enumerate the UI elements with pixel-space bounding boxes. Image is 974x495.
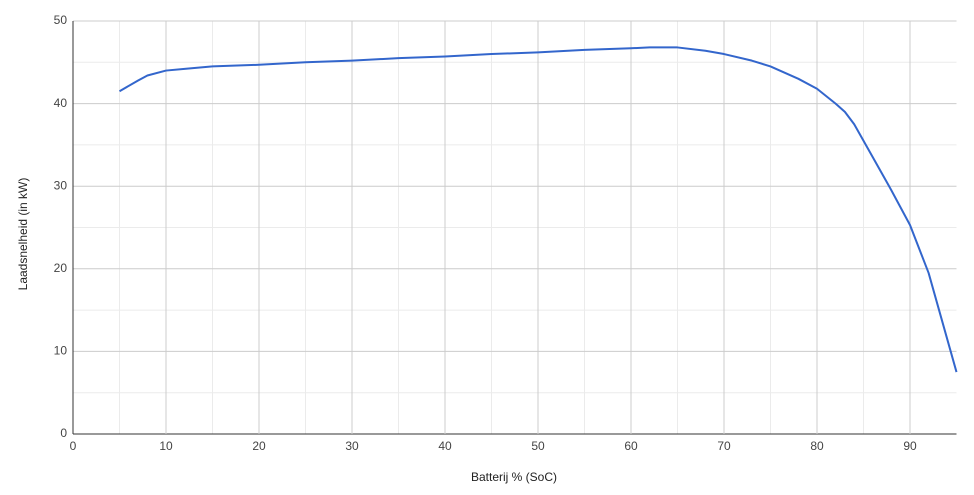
x-tick-label: 30 xyxy=(345,439,359,453)
x-axis-title: Batterij % (SoC) xyxy=(471,470,557,484)
y-axis-title: Laadsnelheid (in kW) xyxy=(16,178,30,291)
y-tick-label: 30 xyxy=(54,178,68,192)
x-tick-label: 50 xyxy=(531,439,545,453)
y-tick-label: 20 xyxy=(54,261,68,275)
data-line xyxy=(119,46,958,373)
y-tick-label: 0 xyxy=(60,426,67,440)
y-tick-label: 10 xyxy=(54,344,68,358)
x-tick-label: 10 xyxy=(159,439,173,453)
x-tick-label: 80 xyxy=(810,439,824,453)
y-tick-label: 40 xyxy=(54,96,68,110)
x-tick-label: 40 xyxy=(438,439,452,453)
x-tick-label: 70 xyxy=(717,439,731,453)
x-tick-label: 60 xyxy=(624,439,638,453)
x-tick-label: 90 xyxy=(903,439,917,453)
y-tick-label: 50 xyxy=(54,13,68,27)
x-tick-label: 20 xyxy=(252,439,266,453)
x-tick-label: 0 xyxy=(70,439,77,453)
